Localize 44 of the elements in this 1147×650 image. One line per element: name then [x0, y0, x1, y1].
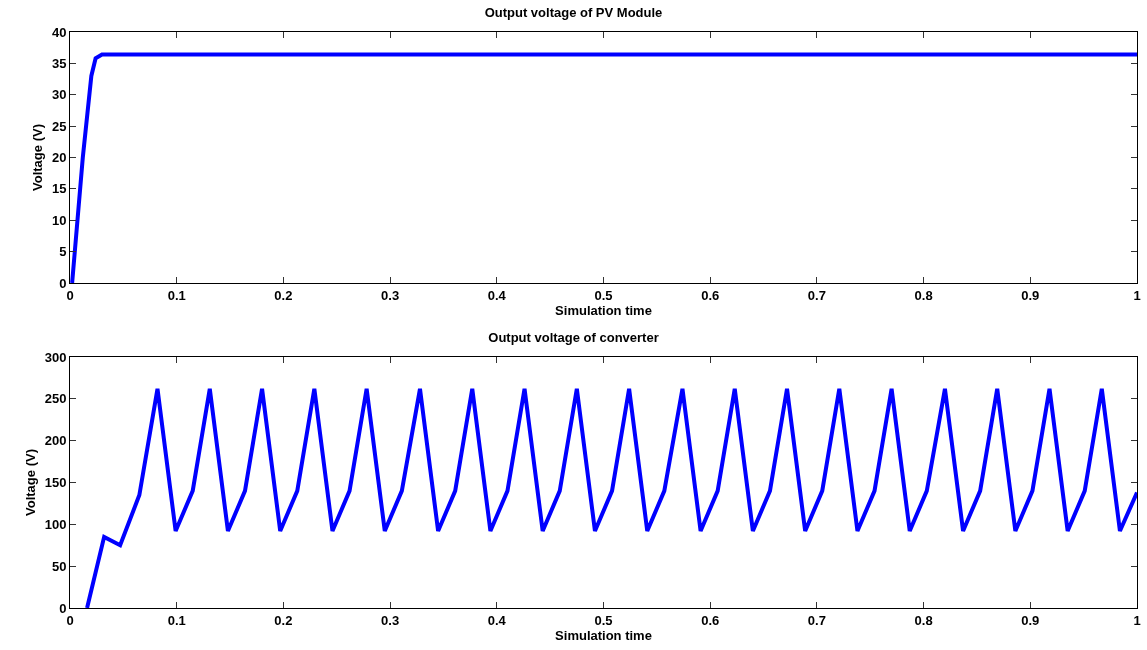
y-tick-label: 100: [44, 516, 67, 532]
y-tick-label: 150: [44, 475, 67, 491]
x-tick-label: 0.8: [914, 612, 933, 628]
y-axis-title: Voltage (V): [29, 124, 45, 191]
y-tick-label: 50: [51, 558, 67, 574]
chart-title: Output voltage of PV Module: [484, 5, 663, 21]
x-tick-label: 0.2: [274, 612, 293, 628]
y-tick-label: 200: [44, 433, 67, 449]
x-axis-title: Simulation time: [555, 627, 652, 643]
y-tick-label: 20: [51, 150, 67, 166]
x-tick-label: 0.4: [487, 287, 507, 303]
chart-title: Output voltage of converter: [488, 330, 659, 346]
x-tick-label: 0.3: [381, 287, 400, 303]
y-tick-label: 0: [59, 275, 67, 291]
x-tick-label: 0.1: [167, 287, 186, 303]
y-tick-label: 35: [51, 55, 67, 71]
y-tick-label: 30: [51, 87, 67, 103]
x-tick-label: 1: [1133, 612, 1141, 628]
x-tick-label: 0.3: [381, 612, 400, 628]
x-tick-label: 0.6: [701, 612, 720, 628]
x-tick-label: 0.5: [594, 612, 613, 628]
y-tick-label: 250: [44, 391, 67, 407]
line-series: [70, 52, 1137, 283]
y-tick-label: 25: [51, 118, 67, 134]
y-tick-label: 5: [59, 244, 67, 260]
line-series: [85, 386, 1137, 608]
x-tick-label: 0.2: [274, 287, 293, 303]
x-tick-label: 0.1: [167, 612, 186, 628]
x-tick-label: 0.6: [701, 287, 720, 303]
y-tick-label: 0: [59, 600, 67, 616]
x-tick-label: 0.7: [807, 287, 826, 303]
y-tick-label: 40: [51, 24, 67, 40]
x-tick-label: 0.4: [487, 612, 507, 628]
y-axis-title: Voltage (V): [22, 449, 38, 516]
y-tick-label: 300: [44, 349, 67, 365]
x-tick-label: 1: [1133, 287, 1141, 303]
x-tick-label: 0.7: [807, 612, 826, 628]
x-tick-label: 0.9: [1021, 612, 1040, 628]
y-tick-label: 15: [51, 181, 67, 197]
x-tick-label: 0.9: [1021, 287, 1040, 303]
x-axis-title: Simulation time: [555, 302, 652, 318]
y-tick-label: 10: [51, 212, 67, 228]
x-tick-label: 0.5: [594, 287, 613, 303]
x-tick-label: 0.8: [914, 287, 933, 303]
